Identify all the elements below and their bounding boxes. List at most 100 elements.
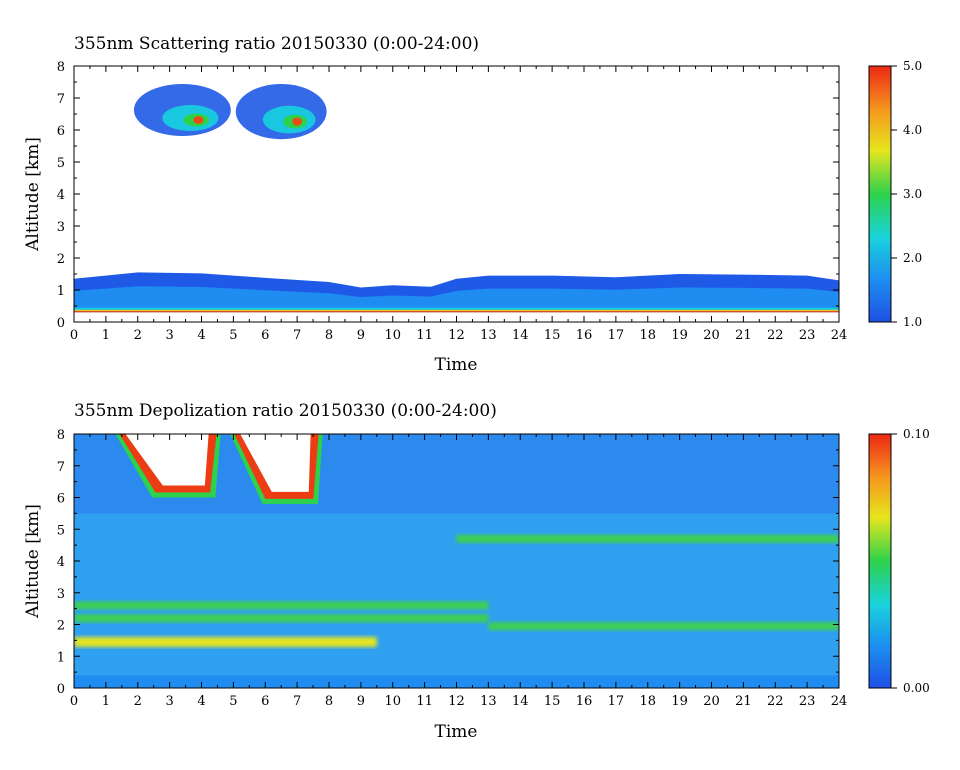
- cloud-core: [240, 434, 311, 492]
- x-tick-label: 3: [165, 328, 173, 343]
- colorbar-ticks: 0.10 0.00: [891, 427, 930, 695]
- x-tick-label: 19: [671, 694, 688, 709]
- y-tick-label: 3: [57, 220, 65, 235]
- x-tick-label: 6: [261, 328, 269, 343]
- y-tick-label: 4: [57, 555, 65, 570]
- colorbar-tick-label: 0.10: [903, 427, 930, 441]
- x-tick-label: 23: [799, 328, 816, 343]
- y-tick-label: 3: [57, 587, 65, 602]
- cloud-peak: [193, 116, 204, 124]
- x-tick-label: 0: [70, 328, 78, 343]
- cloud-core: [125, 434, 209, 486]
- heatmap-field: [74, 84, 839, 322]
- y-tick-label: 2: [57, 619, 65, 634]
- x-tick-label: 22: [767, 328, 784, 343]
- x-tick-label: 18: [639, 694, 656, 709]
- y-tick-label: 2: [57, 252, 65, 267]
- x-tick-label: 21: [735, 328, 752, 343]
- surface-band: [74, 311, 839, 313]
- x-tick-label: 9: [357, 328, 365, 343]
- x-tick-label: 22: [767, 694, 784, 709]
- aerosol-layer: [488, 622, 839, 631]
- x-tick-label: 11: [416, 328, 433, 343]
- x-tick-label: 1: [102, 328, 110, 343]
- surface-band: [74, 309, 839, 312]
- x-tick-label: 13: [480, 694, 497, 709]
- x-tick-label: 15: [544, 694, 561, 709]
- y-tick-label: 7: [57, 460, 65, 475]
- x-tick-label: 12: [448, 328, 465, 343]
- colorbar-tick-label: 0.00: [903, 681, 930, 695]
- x-tick-label: 4: [197, 328, 205, 343]
- aerosol-layer: [456, 534, 839, 543]
- y-axis-label: Altitude [km]: [23, 504, 43, 619]
- y-tick-label: 5: [57, 156, 65, 171]
- y-tick-label: 0: [57, 316, 65, 331]
- x-tick-label: 14: [512, 328, 529, 343]
- colorbar-ticks: 5.0 4.0 3.0 2.0 1.0: [891, 59, 922, 329]
- y-tick-label: 7: [57, 92, 65, 107]
- y-tick-label: 1: [57, 284, 65, 299]
- y-tick-label: 4: [57, 188, 65, 203]
- x-tick-label: 17: [608, 328, 625, 343]
- x-tick-label: 7: [293, 328, 301, 343]
- chart-title: 355nm Depolization ratio 20150330 (0:00-…: [74, 401, 497, 421]
- cloud-peak: [292, 117, 302, 126]
- x-tick-label: 13: [480, 328, 497, 343]
- panel-depolization-ratio: 355nm Depolization ratio 20150330 (0:00-…: [23, 401, 930, 742]
- x-tick-label: 5: [229, 328, 237, 343]
- x-axis-label: Time: [435, 355, 478, 375]
- aerosol-layer: [74, 614, 489, 623]
- y-tick-label: 6: [57, 492, 65, 507]
- x-tick-label: 2: [134, 694, 142, 709]
- heatmap-field: [74, 434, 839, 688]
- x-tick-label: 21: [735, 694, 752, 709]
- aerosol-layer: [74, 601, 489, 610]
- x-tick-label: 23: [799, 694, 816, 709]
- x-tick-label: 8: [325, 328, 333, 343]
- x-tick-label: 12: [448, 694, 465, 709]
- x-tick-label: 10: [384, 328, 401, 343]
- x-tick-label: 8: [325, 694, 333, 709]
- x-tick-label: 6: [261, 694, 269, 709]
- y-tick-label: 8: [57, 428, 65, 443]
- x-tick-label: 24: [831, 694, 848, 709]
- x-tick-label: 10: [384, 694, 401, 709]
- x-tick-label: 20: [703, 694, 720, 709]
- x-tick-label: 16: [576, 328, 593, 343]
- x-tick-label: 3: [165, 694, 173, 709]
- colorbar: [868, 65, 892, 323]
- panel-scattering-ratio: 355nm Scattering ratio 20150330 (0:00-24…: [23, 34, 922, 375]
- colorbar-tick-label: 2.0: [903, 251, 922, 265]
- x-tick-label: 4: [197, 694, 205, 709]
- aerosol-layer: [74, 636, 377, 647]
- y-axis-label: Altitude [km]: [23, 137, 43, 252]
- plot-area: [74, 66, 839, 322]
- x-tick-label: 20: [703, 328, 720, 343]
- x-tick-label: 24: [831, 328, 848, 343]
- colorbar: [868, 433, 892, 689]
- y-tick-label: 0: [57, 682, 65, 697]
- x-tick-label: 14: [512, 694, 529, 709]
- x-axis: 0 1 2 3 4 5 6 7 8 9 10 11 12 13 14 15 16 17 18 19 20 21 22 23 24: [70, 434, 847, 709]
- chart-title: 355nm Scattering ratio 20150330 (0:00-24…: [74, 34, 479, 54]
- y-tick-label: 5: [57, 523, 65, 538]
- colorbar-tick-label: 4.0: [903, 123, 922, 137]
- x-tick-label: 7: [293, 694, 301, 709]
- x-tick-label: 0: [70, 694, 78, 709]
- y-axis: 0 1 2 3 4 5 6 7 8: [57, 60, 839, 331]
- x-tick-label: 1: [102, 694, 110, 709]
- x-tick-label: 11: [416, 694, 433, 709]
- x-tick-label: 5: [229, 694, 237, 709]
- x-tick-label: 2: [134, 328, 142, 343]
- colorbar-tick-label: 5.0: [903, 59, 922, 73]
- x-tick-label: 9: [357, 694, 365, 709]
- plot-area: [74, 434, 839, 688]
- y-tick-label: 1: [57, 650, 65, 665]
- x-tick-label: 18: [639, 328, 656, 343]
- x-tick-label: 15: [544, 328, 561, 343]
- x-axis-label: Time: [435, 722, 478, 742]
- x-tick-label: 16: [576, 694, 593, 709]
- x-axis: 0 1 2 3 4 5 6 7 8 9 10 11 12 13 14 15 16 17 18 19 20 21 22 23 24: [70, 66, 847, 343]
